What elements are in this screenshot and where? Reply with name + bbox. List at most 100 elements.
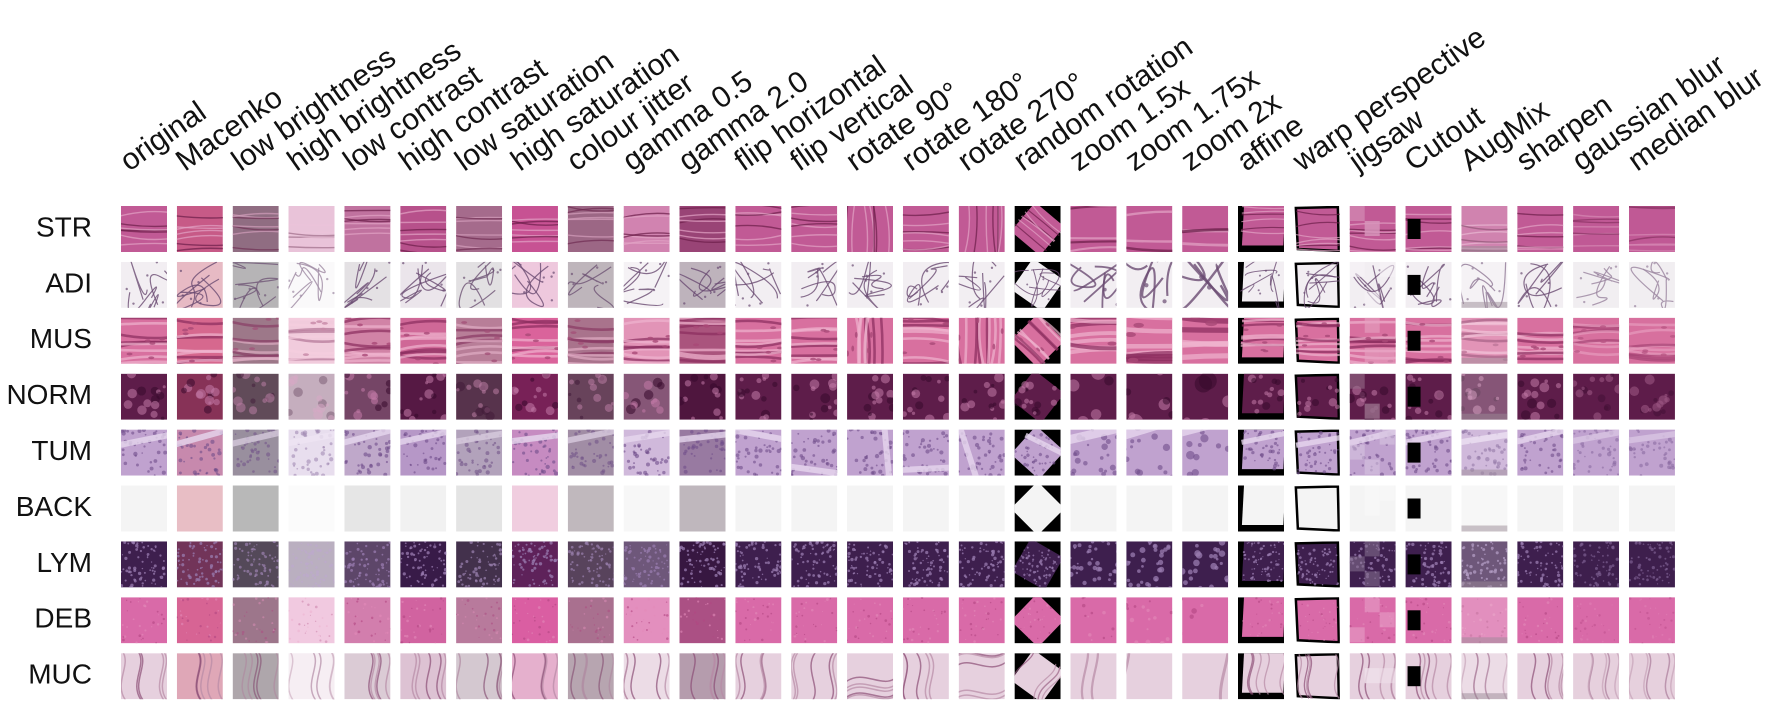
tile-norm-flip-vertical [791,372,841,422]
tile-deb-flip-horizontal [735,597,782,643]
tile-norm-augmix [1459,372,1508,420]
tile-muc-colour-jitter [568,651,615,701]
tile-str-high-brightness [287,206,337,252]
row-label-mus: MUS [30,323,92,354]
tile-str-jigsaw [1348,206,1398,252]
tile-muc-gaussian-blur [1573,651,1620,701]
tile-muc-gamma-2-0 [680,651,727,701]
tile-tum-random-rotation [1009,425,1066,481]
tile-tum-high-brightness [287,428,337,478]
tile-lym-rotate-270deg [959,540,1006,589]
tile-muc-low-brightness [233,651,280,701]
tile-mus-rotate-180deg [901,318,951,364]
tile-lym-low-brightness [232,541,279,588]
tile-tum-augmix [1459,429,1509,476]
tile-muc-random-rotation [1009,648,1066,705]
tile-back-low-contrast [344,486,390,532]
tile-mus-zoom-1-75x [1106,301,1194,364]
tile-lym-colour-jitter [568,541,615,587]
tile-adi-original [121,248,171,318]
row-label-tum: TUM [31,435,92,466]
tile-lym-cutout [1405,541,1452,589]
tile-mus-high-brightness [287,318,337,364]
tile-tum-low-brightness [231,428,281,476]
tile-lym-gamma-2-0 [678,541,725,589]
tile-tum-flip-horizontal [733,430,783,478]
tile-back-augmix [1461,486,1507,532]
tile-norm-rotate-90deg [847,374,897,421]
tile-muc-jigsaw [1350,651,1397,701]
tile-lym-original [120,541,167,589]
tile-lym-warp-perspective [1294,541,1340,587]
tile-deb-rotate-180deg [902,597,949,644]
tile-str-original [119,206,169,252]
tile-str-gamma-0-5 [622,206,672,252]
tile-deb-high-brightness [288,597,335,643]
tile-tum-affine [1238,429,1287,476]
tile-norm-flip-horizontal [735,372,781,423]
tile-muc-cutout [1406,651,1453,701]
tile-muc-rotate-270deg [957,651,1007,699]
tile-str-rotate-90deg [846,204,893,254]
tile-back-rotate-90deg [847,486,893,532]
tile-str-cutout [1404,206,1454,252]
tile-str-median-blur [1627,206,1677,252]
tile-back-rotate-180deg [903,486,949,532]
tile-back-zoom-2x [1182,486,1228,532]
tile-back-high-contrast [400,486,446,532]
tile-mus-jigsaw [1348,318,1398,364]
tile-norm-gaussian-blur [1571,373,1624,420]
tile-adi-low-brightness [228,262,279,317]
tile-mus-zoom-1-5x [1056,306,1131,363]
tile-adi-gaussian-blur [1573,262,1630,308]
tile-str-colour-jitter [566,206,616,252]
tile-deb-macenko [176,596,223,643]
tile-tum-gaussian-blur [1571,428,1621,476]
tile-adi-rotate-90deg [847,259,893,313]
tile-norm-zoom-1-75x [1114,354,1182,433]
tile-norm-gamma-2-0 [676,373,726,421]
tile-tum-median-blur [1627,428,1677,476]
tile-mus-high-contrast [398,318,449,365]
tile-back-gaussian-blur [1573,486,1619,532]
tile-mus-random-rotation [1010,312,1067,369]
tile-lym-flip-horizontal [734,541,782,589]
tile-back-jigsaw [1350,486,1396,532]
tile-adi-gamma-2-0 [676,262,745,308]
tile-mus-augmix [1459,318,1510,364]
tile-muc-zoom-1-5x [1060,639,1129,714]
tile-str-high-saturation [510,206,560,252]
tile-norm-rotate-180deg [901,374,952,425]
tile-str-augmix [1459,206,1509,252]
tile-lym-low-contrast [344,541,391,588]
tile-adi-high-brightness [279,262,335,317]
tile-str-low-saturation [454,206,504,252]
tile-back-colour-jitter [568,486,614,532]
tile-str-rotate-180deg [901,206,951,252]
tile-lym-rotate-90deg [846,541,893,587]
tile-tum-gamma-2-0 [678,428,728,475]
tile-norm-high-contrast [399,372,449,423]
tile-norm-high-saturation [510,370,559,420]
tile-adi-random-rotation [1003,251,1070,315]
tile-adi-low-saturation [456,249,502,310]
tile-str-low-contrast [342,206,392,252]
tile-muc-low-saturation [456,651,505,701]
tile-adi-rotate-270deg [948,254,1005,312]
row-label-back: BACK [16,491,93,522]
tile-mus-low-contrast [342,317,392,364]
tile-mus-high-saturation [509,318,560,364]
tile-str-gamma-2-0 [678,206,728,252]
tile-deb-colour-jitter [568,597,614,643]
tile-mus-flip-horizontal [733,318,783,364]
tile-tum-cutout [1404,429,1454,476]
tile-back-sharpen [1517,486,1563,532]
tile-lym-low-saturation [456,541,502,589]
tile-back-flip-horizontal [735,486,781,532]
tile-back-high-brightness [289,486,335,532]
tile-deb-rotate-270deg [959,597,1005,643]
tile-mus-cutout [1404,318,1454,364]
tile-mus-gamma-2-0 [678,318,728,364]
tile-back-gamma-2-0 [680,486,726,532]
